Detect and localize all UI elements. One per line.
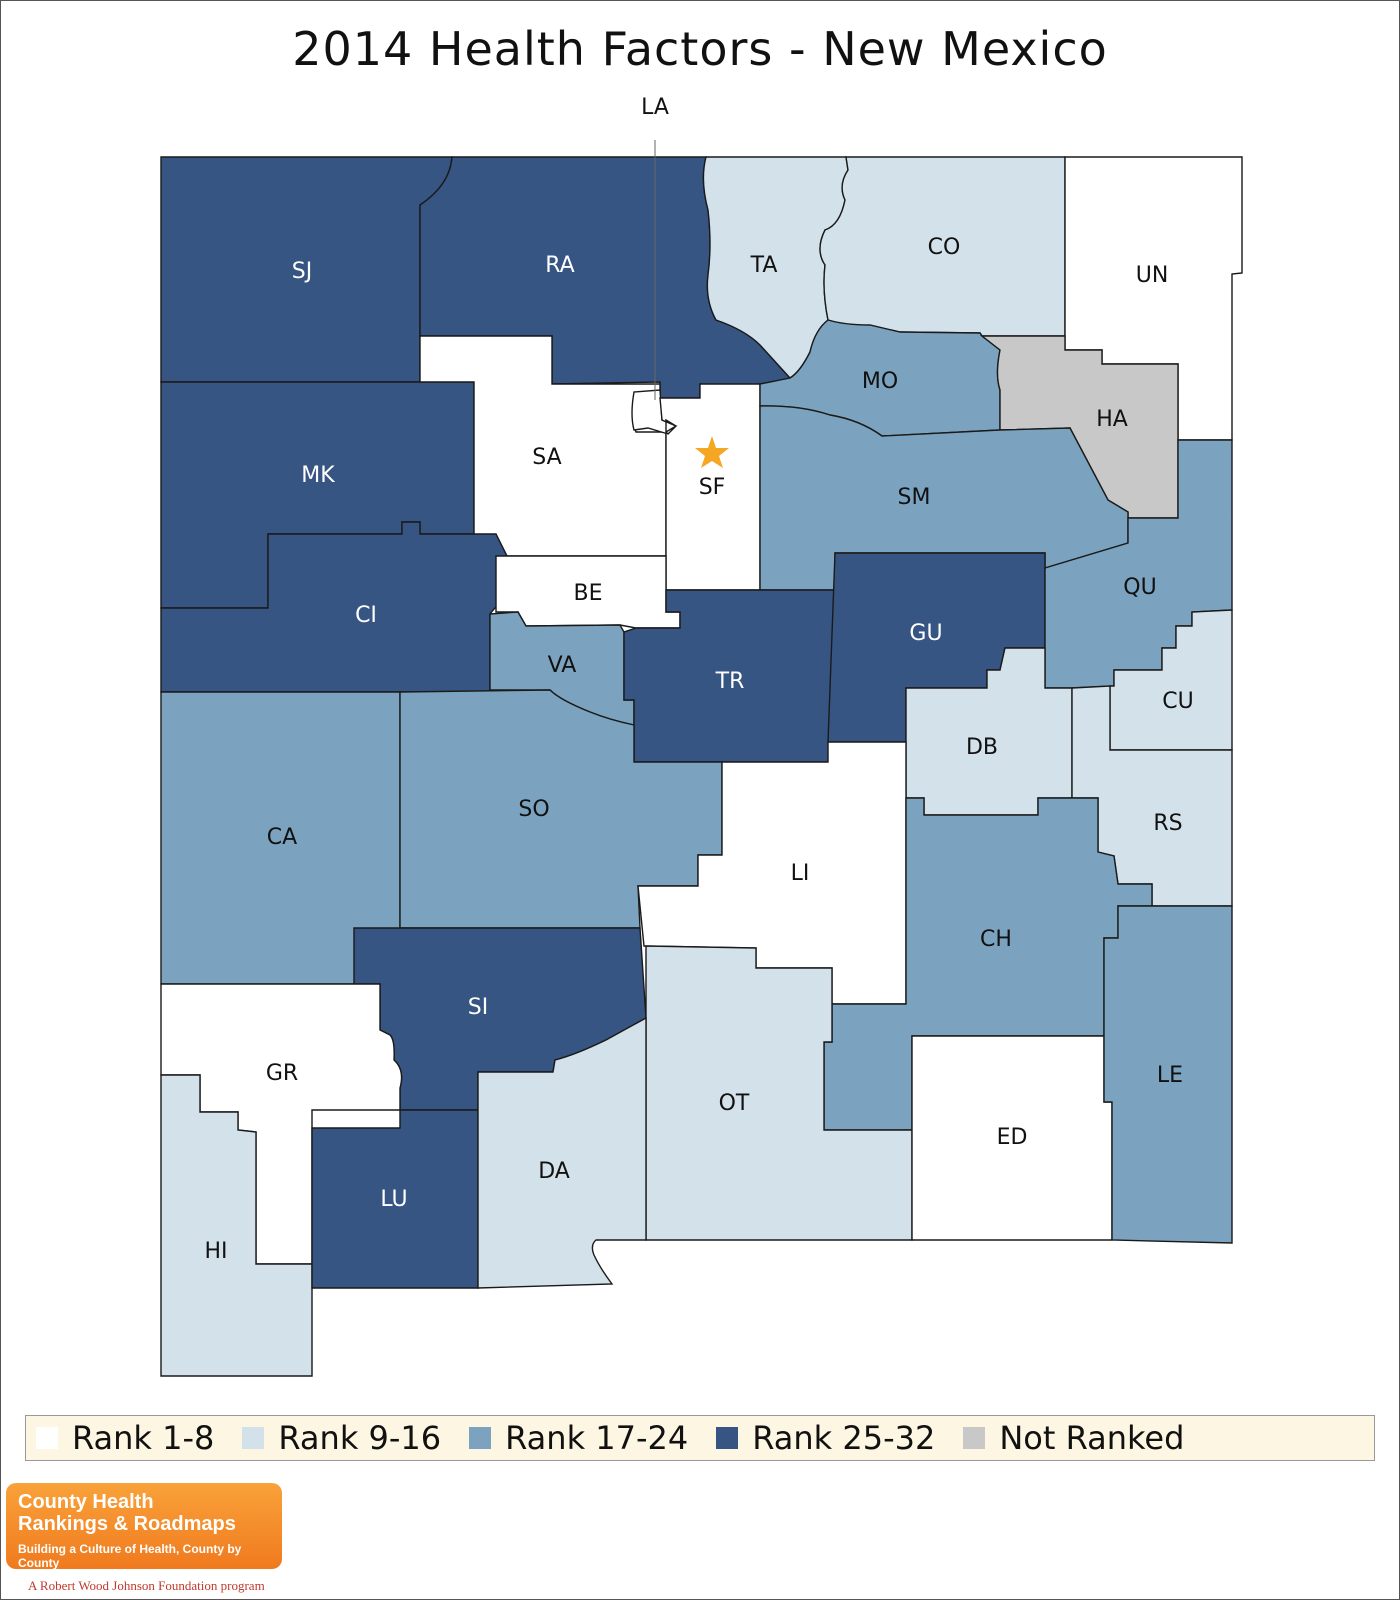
county-DA[interactable]: [477, 1016, 647, 1289]
county-label-LU: LU: [380, 1187, 407, 1212]
county-label-SF: SF: [699, 475, 726, 500]
county-label-QU: QU: [1123, 575, 1156, 600]
legend-label: Not Ranked: [999, 1419, 1185, 1457]
legend-swatch: [716, 1427, 739, 1449]
county-label-TA: TA: [750, 253, 778, 278]
legend-label: Rank 9-16: [278, 1419, 442, 1457]
county-label-MK: MK: [301, 463, 335, 488]
county-label-LA: LA: [641, 95, 669, 120]
county-label-GR: GR: [266, 1061, 298, 1086]
county-label-BE: BE: [574, 581, 603, 606]
county-label-SJ: SJ: [292, 259, 312, 284]
legend-swatch: [242, 1427, 265, 1449]
chr-logo: County Health Rankings & Roadmaps Buildi…: [6, 1483, 282, 1570]
county-OT[interactable]: [645, 945, 913, 1241]
county-label-TR: TR: [715, 669, 745, 694]
county-label-HI: HI: [204, 1239, 227, 1264]
county-HA[interactable]: [979, 335, 1179, 519]
county-label-LE: LE: [1157, 1063, 1183, 1088]
county-label-MO: MO: [862, 369, 898, 394]
county-label-OT: OT: [719, 1091, 750, 1116]
county-label-VA: VA: [548, 653, 577, 678]
legend-swatch: [36, 1427, 58, 1449]
legend-item-rank-1-8: Rank 1-8: [36, 1419, 214, 1457]
county-label-SI: SI: [468, 995, 488, 1020]
county-label-RS: RS: [1153, 811, 1182, 836]
legend-label: Rank 25-32: [752, 1419, 936, 1457]
county-label-GU: GU: [909, 621, 942, 646]
county-HI[interactable]: [160, 1074, 313, 1377]
county-label-DA: DA: [538, 1159, 570, 1184]
star-icon: [695, 436, 729, 468]
logo-line1: County Health: [18, 1491, 154, 1513]
legend-swatch: [469, 1427, 492, 1449]
county-label-SO: SO: [518, 797, 549, 822]
logo-tagline: Building a Culture of Health, County by …: [18, 1542, 242, 1570]
county-label-SM: SM: [898, 485, 931, 510]
county-LE[interactable]: [1103, 905, 1233, 1244]
logo-line2: Rankings & Roadmaps: [18, 1513, 236, 1535]
county-label-CO: CO: [928, 235, 961, 260]
legend-label: Rank 17-24: [505, 1419, 689, 1457]
county-label-SA: SA: [532, 445, 561, 470]
legend-swatch: [963, 1427, 986, 1449]
county-label-HA: HA: [1096, 407, 1128, 432]
county-label-DB: DB: [966, 735, 998, 760]
page-title: 2014 Health Factors - New Mexico: [292, 22, 1108, 76]
county-label-CI: CI: [355, 603, 377, 628]
county-label-LI: LI: [791, 861, 810, 886]
legend-label: Rank 1-8: [72, 1419, 215, 1457]
county-label-RA: RA: [545, 253, 574, 278]
county-label-ED: ED: [997, 1125, 1028, 1150]
legend-item-rank-25-32: Rank 25-32: [716, 1419, 935, 1457]
county-label-CH: CH: [980, 927, 1012, 952]
legend-item-rank-9-16: Rank 9-16: [242, 1419, 441, 1457]
foundation-credit: A Robert Wood Johnson Foundation program: [28, 1578, 265, 1593]
legend-item-rank-17-24: Rank 17-24: [469, 1419, 688, 1457]
county-label-CA: CA: [267, 825, 297, 850]
county-label-UN: UN: [1136, 263, 1169, 288]
legend: Rank 1-8 Rank 9-16 Rank 17-24 Rank 25-32…: [25, 1415, 1375, 1461]
county-label-CU: CU: [1162, 689, 1193, 714]
legend-item-not-ranked: Not Ranked: [963, 1419, 1184, 1457]
